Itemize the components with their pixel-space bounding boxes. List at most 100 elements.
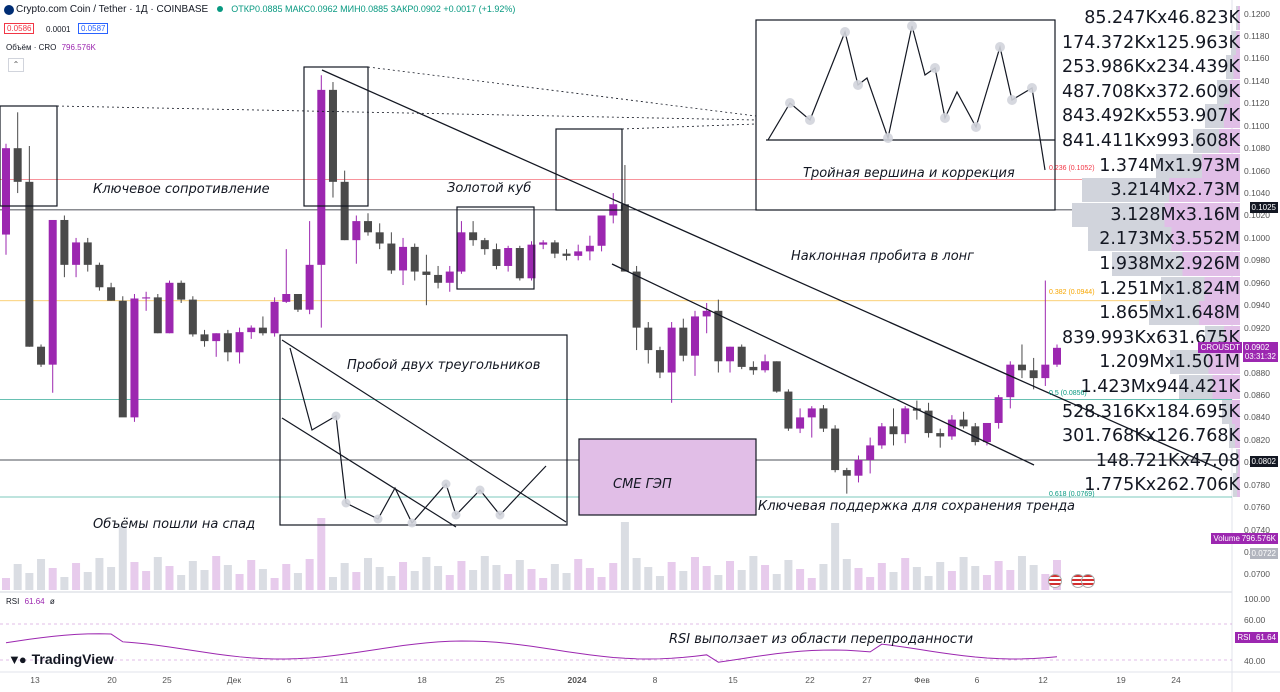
volume-bar: [901, 558, 910, 590]
time-axis-label: 6: [974, 675, 980, 685]
price-tick: 0.1000: [1244, 232, 1270, 243]
volume-profile-bar: [1193, 129, 1240, 153]
candle-body: [796, 417, 805, 429]
time-axis-label: 22: [805, 675, 815, 685]
candle-body: [667, 327, 676, 373]
candle-body: [597, 215, 606, 246]
pivot-dot: [1027, 83, 1037, 93]
volume-profile-row: 1.423Mx944.421K: [1080, 377, 1240, 397]
pivot-dot: [495, 510, 505, 520]
pivot-dot: [805, 115, 815, 125]
volume-bar: [72, 563, 81, 590]
rsi-settings-icon[interactable]: ø: [49, 597, 55, 606]
volume-bar: [37, 559, 46, 590]
volume-bar: [293, 573, 302, 590]
volume-bar: [726, 561, 735, 590]
annotation-key-resistance: Ключевое сопротивление: [93, 182, 270, 197]
volume-bar: [387, 576, 396, 590]
volume-profile-bar: [1082, 178, 1240, 203]
level-0802-tag: 0.0802: [1249, 456, 1278, 467]
volume-bar: [317, 518, 326, 590]
candle-body: [72, 242, 81, 265]
volume-profile-row: 1.209Mx1.501M: [1099, 352, 1240, 373]
level-1025-tag: 0.1025: [1249, 202, 1278, 213]
volume-bar: [1041, 574, 1050, 590]
last-price-countdown: 03:31:32: [1244, 352, 1276, 361]
volume-profile-row: 3.128Mx3.16M: [1110, 204, 1240, 225]
triangle-upper-line: [281, 339, 567, 523]
candle-body: [562, 253, 571, 256]
candle-body: [831, 428, 840, 471]
upper-trendline: [321, 69, 1223, 471]
candle-body: [842, 470, 851, 476]
rsi-tick-100: 100.00: [1244, 594, 1270, 604]
volume-profile-row: 843.492Kx553.907K: [1061, 106, 1240, 127]
rsi-legend-value: 61.64: [24, 597, 45, 606]
volume-profile-row: 487.708Kx372.609K: [1061, 81, 1240, 102]
candle-body: [772, 361, 781, 392]
volume-profile-bar: [1179, 375, 1240, 399]
pivot-dot: [907, 21, 917, 31]
fib-236-label: 0.236 (0.1052): [1049, 165, 1095, 172]
volume-profile-row: 174.372Kx125.963K: [1061, 32, 1240, 53]
volume-bar: [212, 556, 221, 590]
candle-body: [854, 459, 863, 476]
candle-body: [2, 148, 10, 235]
volume-bar: [982, 575, 991, 590]
candle-body: [387, 243, 396, 271]
volume-bar: [305, 559, 314, 590]
level-0722-tag: 0.0722: [1249, 548, 1278, 559]
candle-body: [375, 232, 384, 244]
candle-body: [25, 181, 34, 347]
candle-body: [223, 333, 232, 353]
pivot-dot: [451, 510, 461, 520]
volume-profile-row: 841.411Kx993.608K: [1061, 131, 1240, 151]
dotted-connector: [621, 123, 757, 130]
price-tick: 0.0820: [1244, 434, 1270, 445]
volume-bar: [679, 571, 688, 590]
candle-body: [95, 264, 104, 288]
volume-bar: [690, 557, 699, 590]
us-flag-icon[interactable]: [1048, 574, 1062, 588]
time-axis-label: 12: [1038, 675, 1048, 685]
triple-top-path: [767, 25, 1046, 171]
us-flag-icon[interactable]: [1081, 574, 1095, 588]
volume-bar: [188, 561, 197, 590]
volume-bar: [375, 567, 384, 590]
ask-button[interactable]: 0.0587: [78, 23, 109, 34]
price-tick: 0.0980: [1244, 255, 1270, 266]
volume-bar: [352, 572, 361, 590]
golden-cube-box: [456, 206, 535, 290]
candle-body: [352, 221, 361, 241]
volume-bar: [328, 577, 337, 590]
price-tick: 0.1200: [1244, 8, 1270, 19]
price-tick: 0.1140: [1244, 75, 1270, 86]
bid-button[interactable]: 0.0586: [4, 23, 35, 34]
rsi-tick-60: 60.00: [1244, 615, 1266, 625]
candle-body: [655, 350, 664, 373]
collapse-chevron-icon[interactable]: ⌃: [8, 58, 24, 72]
candle-body: [235, 332, 244, 353]
candle-body: [410, 246, 419, 272]
volume-bar: [585, 568, 594, 590]
tradingview-logo[interactable]: ▼● TradingView: [8, 651, 114, 667]
candle-body: [48, 219, 57, 365]
annotation-sloped-broken: Наклонная пробита в лонг: [791, 249, 975, 264]
volume-bar: [1017, 556, 1026, 590]
candle-body: [527, 244, 536, 279]
fib-5-label: 0.5 (0.0856): [1049, 390, 1087, 397]
candle-body: [188, 299, 197, 335]
volume-bar: [550, 564, 559, 590]
volume-profile-row: 1.251Mx1.824M: [1099, 278, 1240, 299]
rsi-legend-label: RSI: [6, 597, 20, 606]
cme-gap-box: [578, 438, 757, 516]
candle-body: [200, 334, 209, 342]
volume-profile-bar: [1205, 104, 1240, 129]
volume-profile-row: 1.775Kx262.706K: [1084, 475, 1240, 496]
volume-bar: [866, 577, 875, 590]
volume-profile-bar: [1156, 153, 1240, 178]
pivot-dot: [341, 498, 351, 508]
candle-body: [644, 327, 653, 351]
